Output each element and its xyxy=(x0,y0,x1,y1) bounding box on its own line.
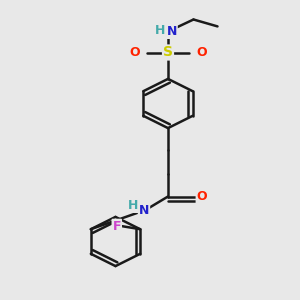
Text: S: S xyxy=(163,46,173,59)
Text: O: O xyxy=(196,46,207,59)
Text: H: H xyxy=(155,23,166,37)
Text: H: H xyxy=(128,199,139,212)
Text: N: N xyxy=(167,25,177,38)
Text: F: F xyxy=(112,220,121,233)
Text: O: O xyxy=(196,190,207,203)
Text: O: O xyxy=(129,46,140,59)
Text: N: N xyxy=(139,203,149,217)
